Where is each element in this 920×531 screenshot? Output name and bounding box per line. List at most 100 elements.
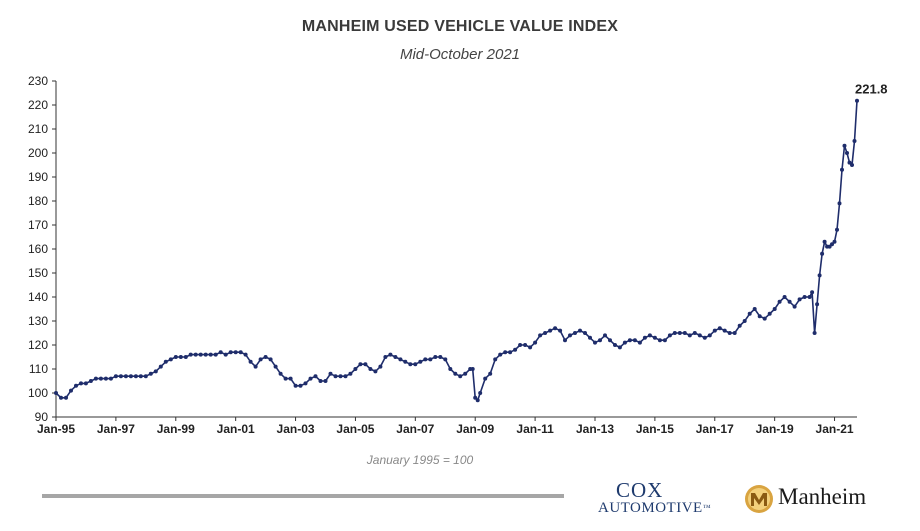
- data-point: [598, 338, 602, 343]
- data-point: [593, 340, 597, 345]
- data-point: [830, 242, 834, 247]
- data-point: [652, 335, 657, 340]
- data-point: [358, 362, 363, 367]
- data-point: [558, 328, 563, 333]
- x-tick-label: Jan-05: [336, 422, 374, 436]
- data-point: [538, 333, 543, 338]
- data-point: [88, 379, 93, 383]
- data-point: [687, 333, 692, 338]
- automotive-logo-word: AUTOMOTIVE™: [598, 500, 712, 516]
- data-point: [403, 359, 408, 364]
- data-point: [797, 297, 802, 302]
- y-tick-label: 130: [28, 314, 48, 328]
- data-point: [583, 331, 587, 335]
- y-tick-label: 150: [28, 266, 48, 280]
- data-point: [173, 355, 178, 359]
- data-point: [213, 352, 218, 357]
- data-point: [273, 364, 278, 369]
- data-point: [568, 333, 572, 338]
- data-point: [493, 357, 498, 362]
- data-point: [632, 338, 637, 343]
- data-point: [850, 163, 854, 167]
- data-point: [198, 352, 203, 357]
- x-tick-label: Jan-21: [816, 422, 854, 436]
- data-point: [488, 371, 493, 376]
- data-point: [518, 343, 523, 347]
- data-point: [692, 331, 697, 335]
- data-point: [178, 355, 183, 359]
- data-point: [548, 328, 553, 333]
- data-point: [508, 350, 513, 355]
- data-point: [822, 239, 827, 244]
- data-point: [672, 331, 677, 335]
- data-point: [627, 338, 632, 343]
- x-tick-label: Jan-11: [516, 422, 554, 436]
- data-point: [343, 374, 348, 379]
- data-point: [203, 352, 208, 357]
- data-point: [523, 343, 528, 347]
- data-point: [817, 273, 822, 278]
- x-tick-label: Jan-97: [97, 422, 135, 436]
- y-tick-label: 100: [28, 386, 48, 400]
- data-point: [313, 374, 318, 379]
- data-point: [737, 323, 742, 328]
- x-tick-label: Jan-99: [157, 422, 195, 436]
- data-point: [553, 326, 558, 331]
- data-point: [163, 359, 168, 364]
- data-point: [138, 374, 143, 379]
- x-tick-label: Jan-15: [636, 422, 674, 436]
- data-point: [647, 333, 652, 338]
- data-point: [283, 376, 288, 381]
- data-point: [757, 314, 762, 319]
- data-point: [74, 383, 78, 388]
- chart-subtitle: Mid-October 2021: [399, 46, 521, 63]
- data-point: [503, 350, 508, 355]
- data-point: [253, 364, 258, 369]
- x-tick-label: Jan-07: [396, 422, 434, 436]
- data-point: [677, 331, 682, 335]
- data-point: [742, 319, 747, 323]
- data-point: [338, 374, 343, 379]
- data-point: [278, 371, 283, 376]
- data-point: [64, 395, 68, 400]
- y-tick-label: 210: [28, 122, 48, 136]
- data-point: [752, 307, 757, 311]
- chart-title: MANHEIM USED VEHICLE VALUE INDEX: [301, 18, 619, 35]
- y-tick-label: 230: [28, 74, 48, 88]
- data-point: [69, 388, 73, 393]
- data-point: [398, 357, 403, 362]
- data-point: [722, 328, 727, 333]
- data-point: [637, 340, 642, 345]
- y-axis-tick-labels: 90 100 110 120 130 140 150 160 170 180 190 200 210 22…: [28, 74, 48, 424]
- cox-automotive-logo: COX AUTOMOTIVE™: [598, 480, 718, 517]
- data-point: [79, 381, 83, 386]
- data-point: [128, 374, 133, 379]
- data-point: [153, 369, 158, 374]
- data-point: [835, 227, 839, 232]
- data-point: [113, 374, 118, 379]
- data-point: [617, 345, 622, 350]
- data-point: [820, 251, 825, 256]
- data-point: [662, 338, 667, 343]
- data-point: [388, 352, 393, 357]
- y-tick-label: 110: [29, 362, 48, 376]
- data-point: [83, 381, 88, 386]
- y-tick-label: 220: [28, 98, 48, 112]
- x-tick-label: Jan-01: [217, 422, 255, 436]
- data-point: [792, 304, 797, 309]
- data-point: [133, 374, 138, 379]
- data-point: [603, 333, 607, 338]
- data-point: [393, 355, 398, 359]
- data-point: [123, 374, 128, 379]
- y-tick-label: 180: [28, 194, 48, 208]
- data-point: [418, 359, 423, 364]
- data-point: [473, 395, 478, 400]
- data-point: [168, 357, 173, 362]
- x-tick-label: Jan-19: [756, 422, 794, 436]
- data-point: [263, 355, 268, 359]
- y-tick-label: 120: [28, 338, 48, 352]
- data-point: [852, 139, 857, 143]
- base-note: January 1995 = 100: [366, 453, 474, 467]
- manheim-logo-word: Manheim: [778, 484, 867, 509]
- data-point: [782, 295, 787, 299]
